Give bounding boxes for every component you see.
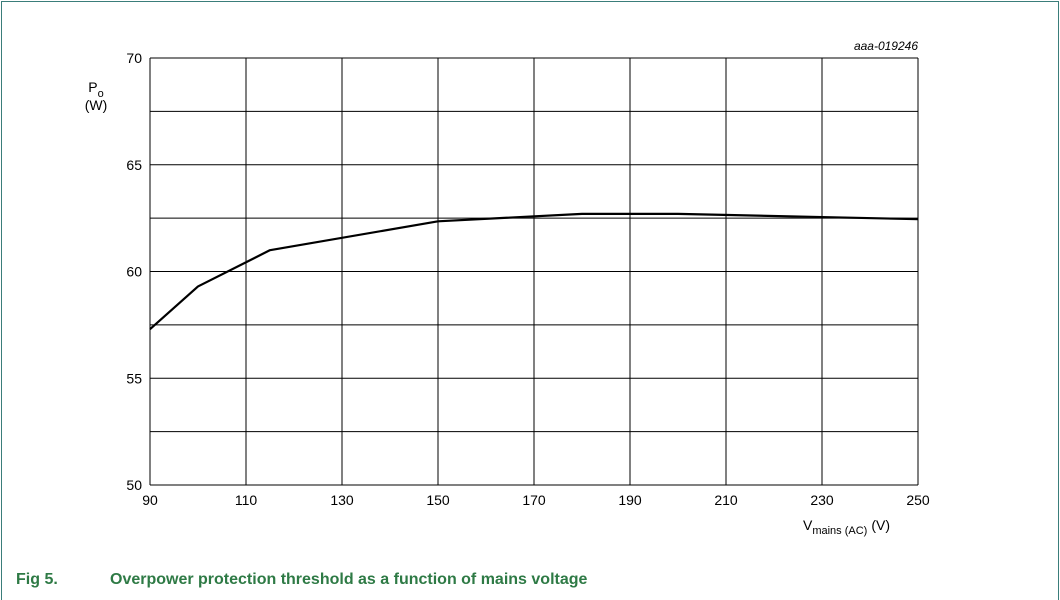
- x-tick-label: 90: [142, 492, 158, 508]
- y-tick-label: 60: [126, 264, 142, 280]
- y-tick-label: 65: [126, 157, 142, 173]
- x-tick-label: 130: [330, 492, 354, 508]
- y-axis-label: Po: [88, 79, 103, 100]
- x-tick-label: 150: [426, 492, 450, 508]
- y-tick-label: 50: [126, 477, 142, 493]
- x-label-unit: (V): [871, 517, 890, 533]
- y-label-sub: o: [98, 88, 104, 100]
- caption-number: Fig 5.: [16, 571, 58, 588]
- caption-text: Overpower protection threshold as a func…: [110, 571, 588, 588]
- y-tick-label: 70: [126, 50, 142, 66]
- x-tick-label: 190: [618, 492, 642, 508]
- x-tick-label: 170: [522, 492, 546, 508]
- y-axis-unit: (W): [85, 97, 108, 113]
- figure-code: aaa-019246: [854, 39, 918, 53]
- y-label-main: P: [88, 79, 97, 95]
- x-tick-label: 250: [906, 492, 930, 508]
- x-axis-label: Vmains (AC) (V): [803, 517, 890, 537]
- x-tick-label: 110: [235, 492, 258, 508]
- x-tick-label: 210: [714, 492, 738, 508]
- x-label-main: V: [803, 517, 813, 533]
- x-label-sub: mains (AC): [812, 525, 867, 537]
- x-tick-label: 230: [810, 492, 834, 508]
- y-tick-label: 55: [126, 370, 142, 386]
- data-line: [149, 212, 919, 330]
